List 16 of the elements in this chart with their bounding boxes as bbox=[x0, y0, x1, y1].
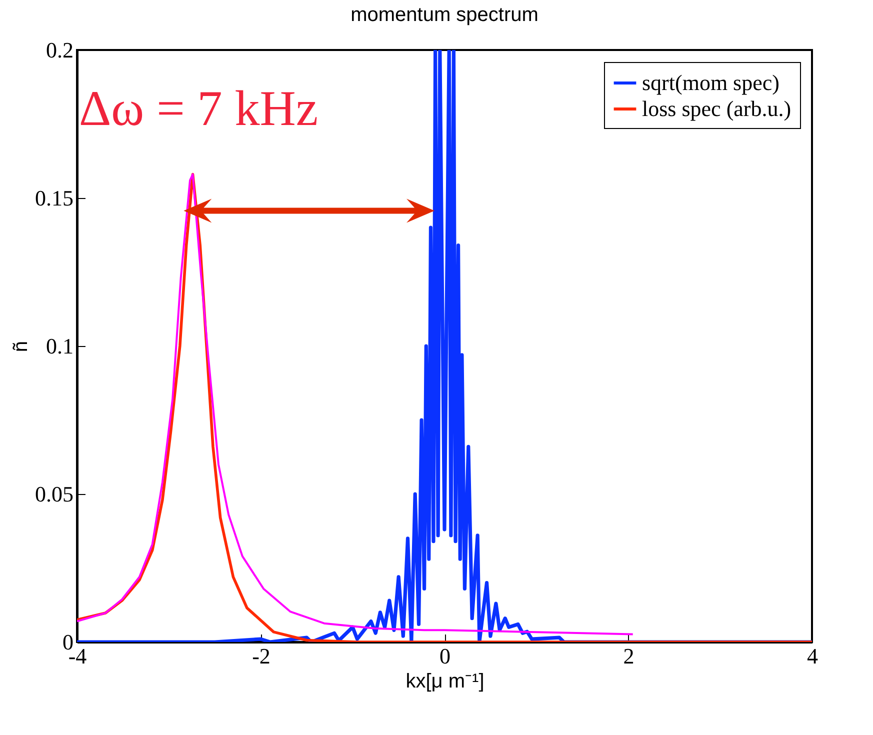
x-axis-title: kx[μ m⁻¹] bbox=[406, 670, 484, 692]
x-tick-label: -2 bbox=[252, 644, 270, 668]
x-tick-label: 2 bbox=[623, 644, 634, 668]
x-tick-label: 0 bbox=[440, 644, 450, 668]
line-series bbox=[77, 50, 812, 642]
y-tick-label: 0.2 bbox=[46, 38, 74, 62]
legend-label: loss spec (arb.u.) bbox=[642, 96, 792, 121]
y-tick-label: 0.05 bbox=[35, 482, 74, 506]
y-tick-label: 0.1 bbox=[46, 334, 74, 358]
chart-title: momentum spectrum bbox=[350, 4, 538, 26]
y-axis-title: ñ bbox=[10, 340, 32, 352]
y-tick-label: 0.15 bbox=[35, 186, 74, 210]
annotation: Δω = 7 kHz bbox=[79, 80, 318, 136]
line-series bbox=[77, 173, 634, 636]
legend-label: sqrt(mom spec) bbox=[642, 70, 780, 95]
x-tick-label: 4 bbox=[807, 644, 818, 668]
